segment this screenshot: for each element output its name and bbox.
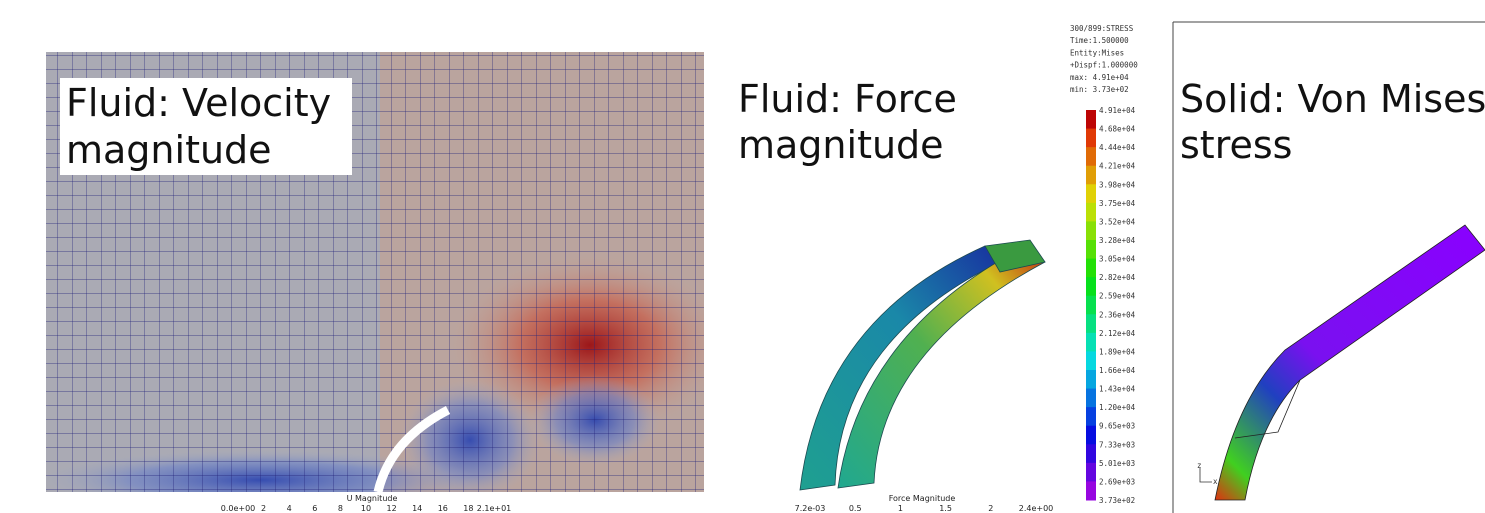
panel-title: Solid: Von Mises (1180, 77, 1485, 121)
tick-label: 4 (287, 504, 292, 513)
legend-level: 1.89e+04 (1099, 347, 1136, 356)
legend-level: 7.33e+03 (1099, 440, 1135, 449)
colorbar-ticks: 7.2e-03 0.5 1 1.5 2 2.4e+00 (795, 504, 1054, 513)
force-beam (799, 239, 1046, 491)
color-swatch (1086, 165, 1096, 185)
tick-label: 12 (387, 504, 397, 513)
color-swatch (1086, 444, 1096, 464)
color-swatch (1086, 314, 1096, 334)
axis-label: x (1213, 477, 1218, 486)
legend-level: 3.75e+04 (1099, 199, 1136, 208)
color-swatch (1086, 388, 1096, 408)
tick-label: 7.2e-03 (795, 504, 826, 513)
color-swatch (1086, 370, 1096, 390)
legend-header: 300/899:STRESS (1070, 24, 1134, 33)
panel-title: Fluid: Velocity (66, 81, 331, 125)
stress-legend: 300/899:STRESS Time:1.500000 Entity:Mises +… (1070, 24, 1138, 505)
tick-label: 16 (438, 504, 448, 513)
tick-label: 0.0e+00 (221, 504, 256, 513)
color-swatch (1086, 351, 1096, 371)
legend-level: 4.44e+04 (1099, 143, 1136, 152)
panel-title: magnitude (738, 123, 944, 167)
tick-label: 18 (463, 504, 473, 513)
legend-level: 1.20e+04 (1099, 403, 1136, 412)
color-swatch (1086, 184, 1096, 204)
colorbar-title: Force Magnitude (889, 494, 956, 503)
legend-level: 1.66e+04 (1099, 366, 1136, 375)
legend-level: 1.43e+04 (1099, 385, 1136, 394)
legend-header: min: 3.73e+02 (1070, 85, 1129, 94)
tick-label: 8 (338, 504, 343, 513)
label-box (60, 78, 352, 175)
tick-label: 0.5 (849, 504, 862, 513)
legend-level: 2.12e+04 (1099, 329, 1136, 338)
colorbar-title: U Magnitude (347, 494, 398, 503)
panel-title: stress (1180, 123, 1292, 167)
color-swatch (1086, 258, 1096, 278)
tick-label: 2.1e+01 (477, 504, 512, 513)
legend-level: 4.21e+04 (1099, 162, 1136, 171)
tick-label: 2 (988, 504, 993, 513)
color-swatch (1086, 147, 1096, 167)
tick-label: 2 (261, 504, 266, 513)
color-swatch (1086, 277, 1096, 297)
color-swatch (1086, 240, 1096, 260)
tick-label: 14 (412, 504, 422, 513)
color-swatch (1086, 425, 1096, 445)
legend-level: 2.36e+04 (1099, 310, 1136, 319)
legend-header: Entity:Mises (1070, 48, 1124, 57)
color-swatch (1086, 407, 1096, 427)
legend-level: 3.52e+04 (1099, 217, 1136, 226)
legend-level: 4.91e+04 (1099, 106, 1136, 115)
legend-level: 3.98e+04 (1099, 180, 1136, 189)
panel-title: Fluid: Force (738, 77, 957, 121)
tick-label: 2.4e+00 (1019, 504, 1054, 513)
color-swatch (1086, 202, 1096, 222)
legend-level: 2.69e+03 (1099, 477, 1135, 486)
tick-label: 1.5 (939, 504, 952, 513)
legend-level: 5.01e+03 (1099, 459, 1135, 468)
legend-header: max: 4.91e+04 (1070, 73, 1129, 82)
color-swatch (1086, 110, 1096, 130)
color-swatch (1086, 481, 1096, 501)
tick-label: 6 (312, 504, 317, 513)
color-swatch (1086, 221, 1096, 241)
panel-title: magnitude (66, 128, 272, 172)
legend-level: 3.05e+04 (1099, 255, 1136, 264)
axis-label: z (1197, 461, 1202, 470)
tick-label: 10 (361, 504, 371, 513)
colorbar-ticks: 0.0e+00 2 4 6 8 10 12 14 16 18 2.1e+01 (221, 504, 512, 513)
axis-triad (1199, 468, 1212, 483)
color-swatch (1086, 462, 1096, 482)
solid-beam (1214, 224, 1485, 501)
tick-label: 1 (898, 504, 903, 513)
legend-level: 2.82e+04 (1099, 273, 1136, 282)
legend-level: 3.73e+02 (1099, 496, 1135, 505)
color-swatch (1086, 332, 1096, 352)
legend-level: 2.59e+04 (1099, 292, 1136, 301)
legend-level: 4.68e+04 (1099, 125, 1136, 134)
legend-level: 9.65e+03 (1099, 422, 1135, 431)
legend-header: +Dispf:1.000000 (1070, 61, 1138, 70)
legend-header: Time:1.500000 (1070, 36, 1129, 45)
color-swatch (1086, 295, 1096, 315)
legend-level: 3.28e+04 (1099, 236, 1136, 245)
color-swatch (1086, 128, 1096, 148)
